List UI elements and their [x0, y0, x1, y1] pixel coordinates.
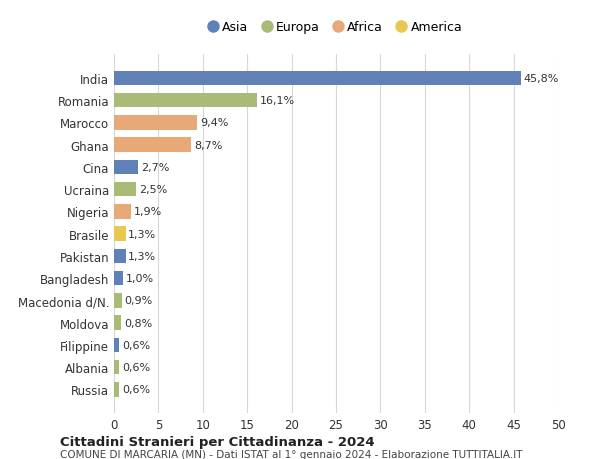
Text: 0,8%: 0,8% [124, 318, 152, 328]
Bar [114, 249, 125, 263]
Bar [114, 271, 123, 286]
Text: 2,5%: 2,5% [139, 185, 167, 195]
Bar [114, 293, 122, 308]
Legend: Asia, Europa, Africa, America: Asia, Europa, Africa, America [203, 15, 469, 40]
Bar [114, 182, 136, 197]
Text: 1,3%: 1,3% [128, 229, 157, 239]
Text: Cittadini Stranieri per Cittadinanza - 2024: Cittadini Stranieri per Cittadinanza - 2… [60, 435, 374, 448]
Text: 1,3%: 1,3% [128, 252, 157, 261]
Bar [114, 360, 119, 375]
Bar [114, 382, 119, 397]
Bar [114, 138, 191, 152]
Text: 0,9%: 0,9% [125, 296, 153, 306]
Text: 0,6%: 0,6% [122, 385, 150, 395]
Text: 45,8%: 45,8% [523, 73, 559, 84]
Bar [114, 338, 119, 353]
Bar [114, 316, 121, 330]
Bar [114, 205, 131, 219]
Text: 0,6%: 0,6% [122, 340, 150, 350]
Bar [114, 227, 125, 241]
Text: 8,7%: 8,7% [194, 140, 222, 150]
Text: 1,0%: 1,0% [125, 274, 154, 284]
Text: 16,1%: 16,1% [260, 96, 295, 106]
Bar [114, 94, 257, 108]
Text: 1,9%: 1,9% [134, 207, 162, 217]
Bar [114, 116, 197, 130]
Text: 9,4%: 9,4% [200, 118, 229, 128]
Text: COMUNE DI MARCARIA (MN) - Dati ISTAT al 1° gennaio 2024 - Elaborazione TUTTITALI: COMUNE DI MARCARIA (MN) - Dati ISTAT al … [60, 449, 523, 459]
Text: 2,7%: 2,7% [140, 162, 169, 173]
Bar [114, 160, 138, 175]
Text: 0,6%: 0,6% [122, 363, 150, 372]
Bar [114, 71, 521, 86]
